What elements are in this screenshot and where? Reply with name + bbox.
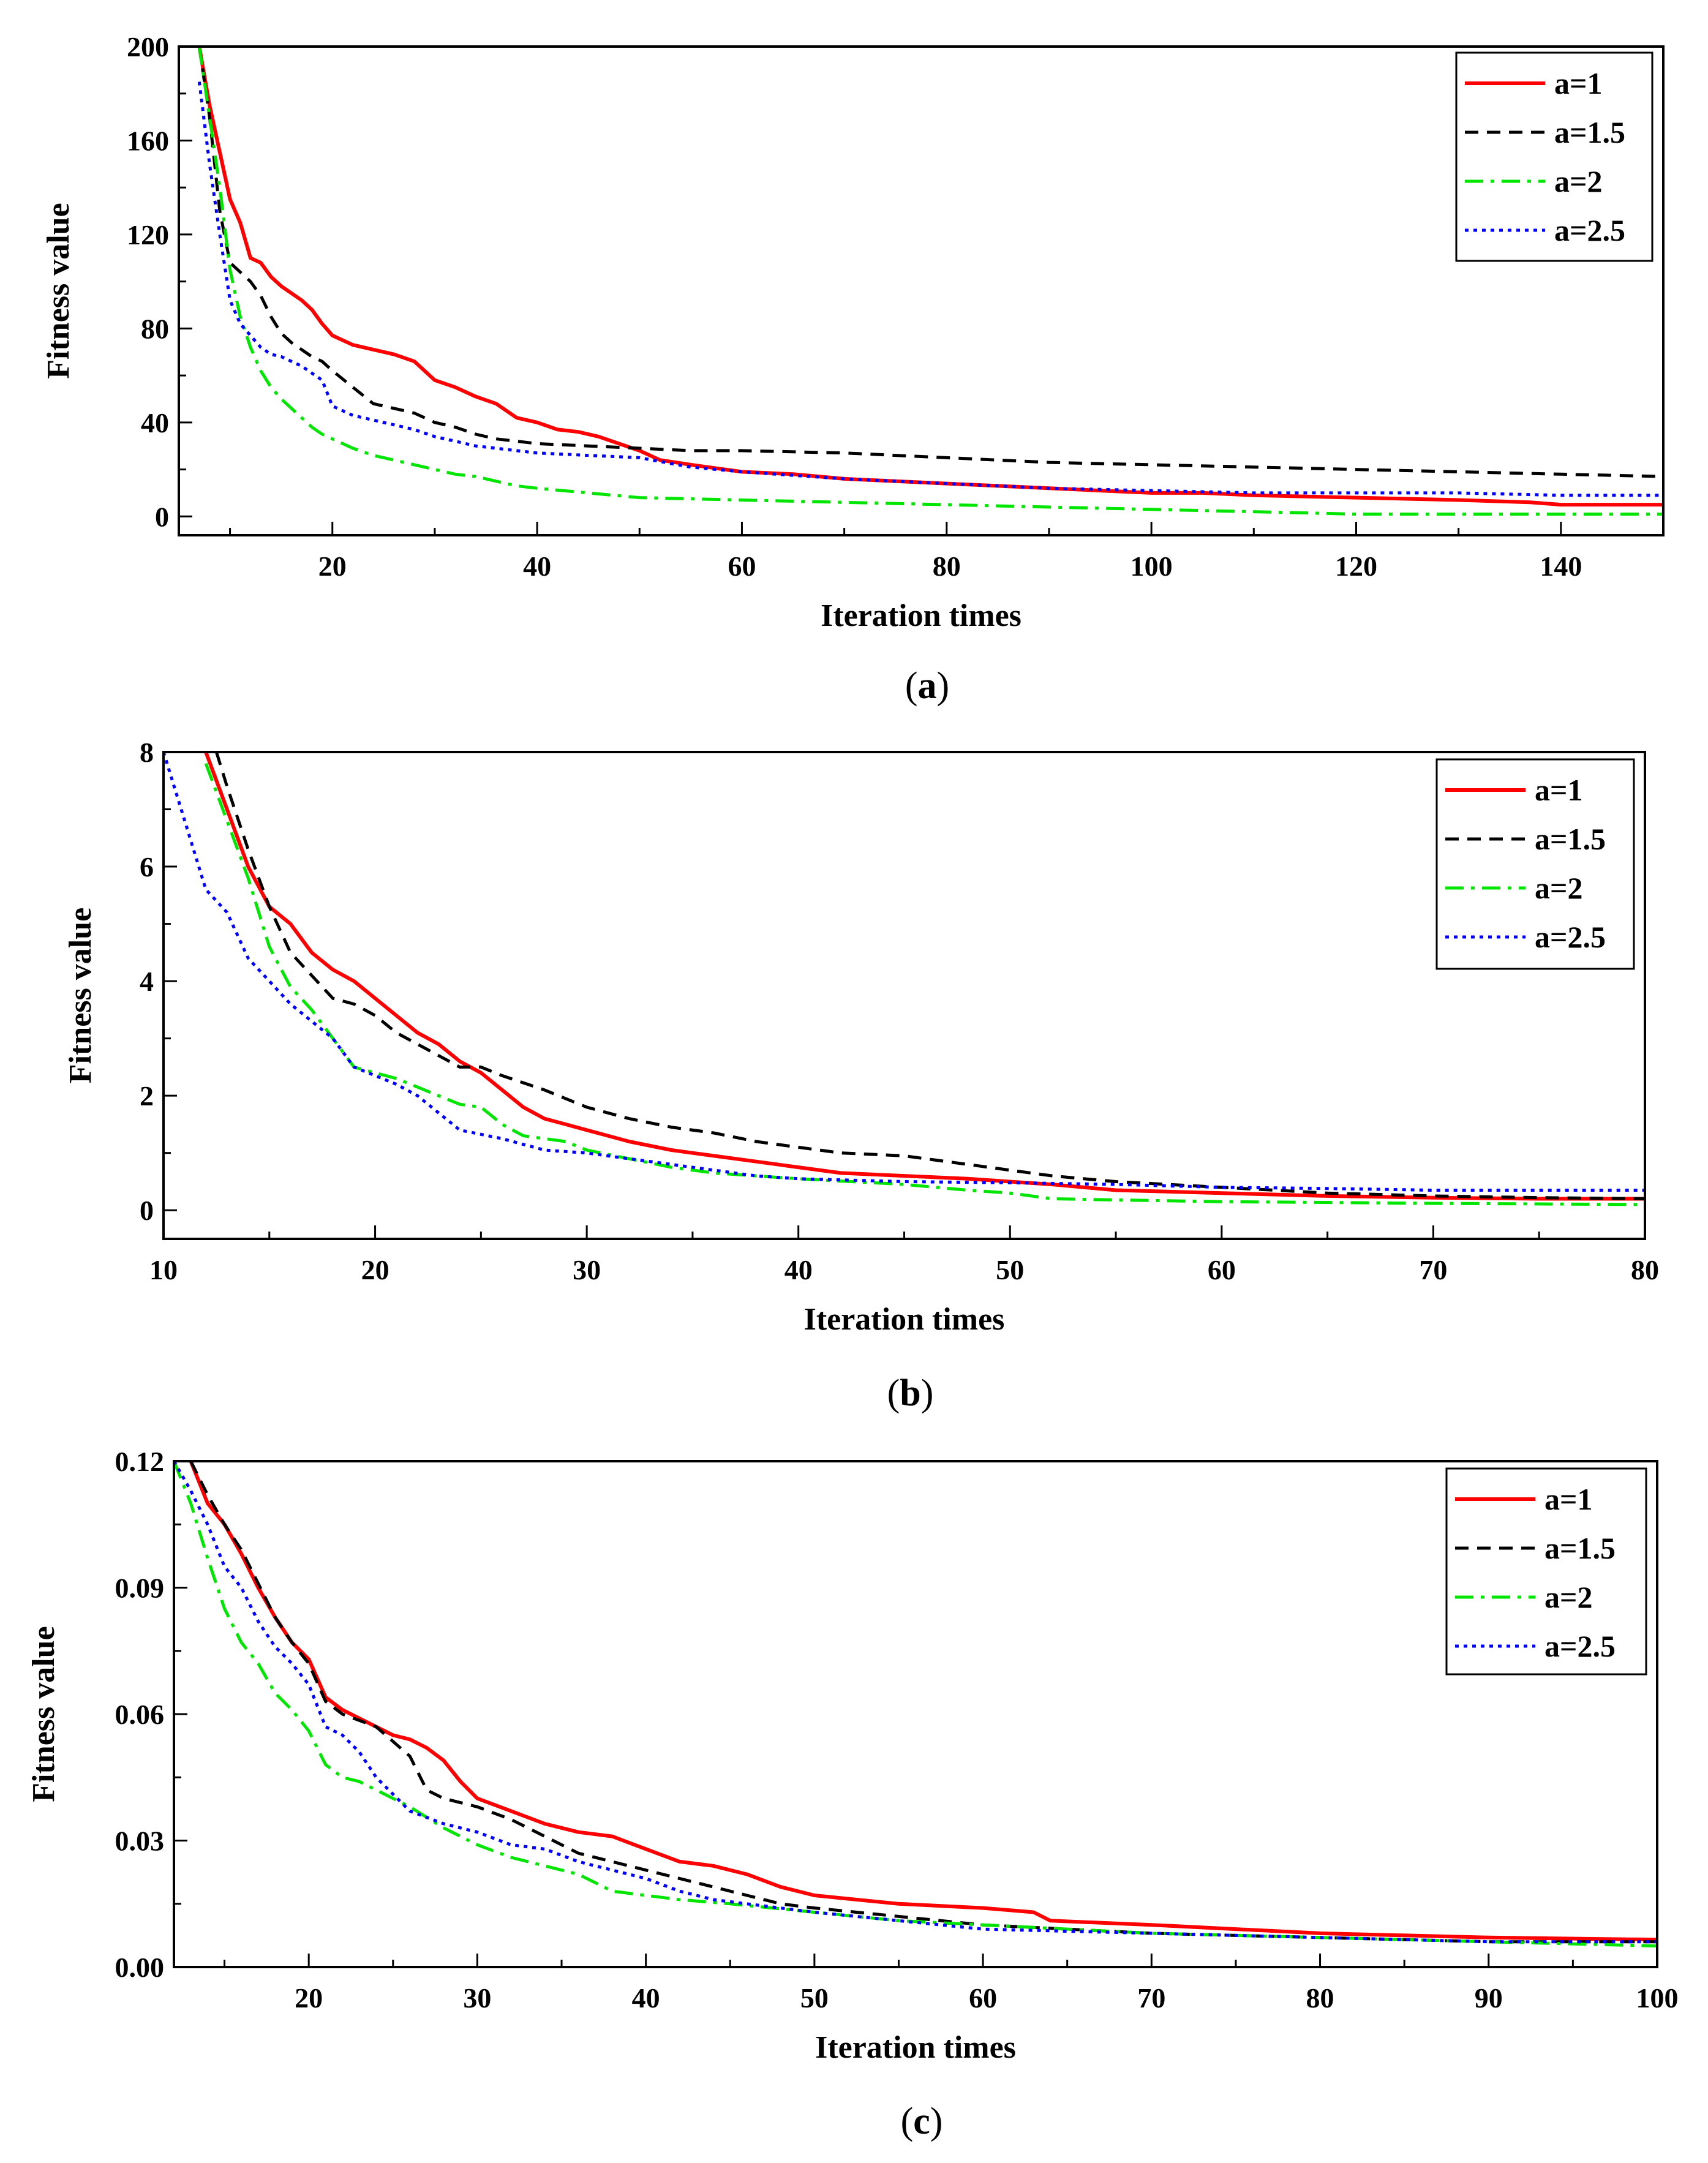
legend-label-4: a=2.5 bbox=[1535, 920, 1606, 954]
legend-label-1: a=1 bbox=[1544, 1482, 1593, 1516]
series-line-2 bbox=[189, 1461, 1657, 1944]
y-tick-label: 40 bbox=[141, 407, 169, 438]
x-tick-label: 30 bbox=[573, 1254, 601, 1285]
legend-label-4: a=2.5 bbox=[1544, 1629, 1616, 1663]
x-tick-label: 120 bbox=[1335, 551, 1377, 582]
x-tick-label: 40 bbox=[784, 1254, 813, 1285]
y-tick-label: 160 bbox=[127, 125, 169, 156]
y-axis-title: Fitness value bbox=[63, 908, 98, 1083]
y-tick-label: 200 bbox=[127, 31, 169, 62]
chart-panel-c: 20 30 40 50 60 70 80 90 100 0.00 0.03 0.06 0.09 0.12 I… bbox=[26, 1446, 1679, 2142]
series-line-4 bbox=[197, 81, 1663, 497]
legend-box bbox=[1455, 51, 1653, 262]
series-line-3 bbox=[204, 762, 1645, 1206]
y-tick-label: 120 bbox=[127, 219, 169, 250]
legend: a=1 a=1.5 a=2 a=2.5 bbox=[1445, 1467, 1647, 1676]
x-tick-label: 60 bbox=[1208, 1254, 1236, 1285]
y-tick-label: 0.09 bbox=[115, 1573, 165, 1604]
y-axis-title: Fitness value bbox=[41, 203, 76, 378]
x-tick-label: 100 bbox=[1131, 551, 1173, 582]
panel-caption: (c) bbox=[901, 2101, 943, 2142]
x-axis-title: Iteration times bbox=[821, 598, 1021, 633]
x-tick-label: 20 bbox=[295, 1982, 323, 2014]
series-line-3 bbox=[197, 47, 1663, 516]
x-tick-label: 60 bbox=[969, 1982, 997, 2014]
x-tick-label: 60 bbox=[728, 551, 756, 582]
y-axis-title: Fitness value bbox=[26, 1626, 61, 1802]
x-tick-label: 70 bbox=[1137, 1982, 1165, 2014]
x-tick-label: 80 bbox=[1631, 1254, 1659, 1285]
y-tick-label: 80 bbox=[141, 313, 169, 344]
series-line-4 bbox=[174, 1461, 1657, 1944]
plot-frame bbox=[162, 751, 1646, 1240]
plot-frame bbox=[178, 45, 1665, 536]
chart-panel-a: 20 40 60 80 100 120 140 0 40 80 120 160 200 Iteration… bbox=[41, 31, 1665, 707]
legend-label-1: a=1 bbox=[1554, 66, 1603, 100]
y-tick-label: 0.12 bbox=[115, 1446, 165, 1477]
legend: a=1 a=1.5 a=2 a=2.5 bbox=[1435, 758, 1635, 970]
legend-label-3: a=2 bbox=[1554, 164, 1603, 198]
y-tick-label: 0 bbox=[155, 501, 169, 532]
series-line-1 bbox=[197, 47, 1663, 507]
x-tick-label: 80 bbox=[1306, 1982, 1334, 2014]
legend-label-1: a=1 bbox=[1535, 773, 1583, 807]
series-line-4 bbox=[164, 752, 1645, 1192]
x-tick-label: 50 bbox=[800, 1982, 829, 2014]
x-axis-title: Iteration times bbox=[804, 1302, 1005, 1337]
y-tick-label: 8 bbox=[140, 737, 154, 768]
legend-label-2: a=1.5 bbox=[1535, 822, 1606, 856]
legend: a=1 a=1.5 a=2 a=2.5 bbox=[1455, 51, 1653, 262]
panel-caption: (b) bbox=[887, 1372, 934, 1414]
x-tick-label: 20 bbox=[361, 1254, 389, 1285]
x-axis-title: Iteration times bbox=[815, 2030, 1016, 2065]
y-tick-label: 2 bbox=[140, 1080, 154, 1112]
legend-label-2: a=1.5 bbox=[1544, 1531, 1616, 1565]
x-tick-label: 70 bbox=[1419, 1254, 1447, 1285]
legend-box bbox=[1445, 1467, 1647, 1676]
panel-caption: (a) bbox=[905, 665, 949, 707]
plot-frame bbox=[173, 1460, 1658, 1968]
x-tick-label: 10 bbox=[149, 1254, 178, 1285]
series-line-1 bbox=[204, 752, 1645, 1201]
plot-area bbox=[197, 47, 1663, 516]
series-line-2 bbox=[197, 47, 1663, 478]
y-tick-label: 0 bbox=[140, 1195, 154, 1226]
x-tick-label: 50 bbox=[996, 1254, 1024, 1285]
x-tick-label: 40 bbox=[632, 1982, 660, 2014]
series-line-1 bbox=[189, 1461, 1657, 1942]
plot-area bbox=[174, 1461, 1657, 1948]
series-line-2 bbox=[215, 752, 1645, 1200]
legend-label-3: a=2 bbox=[1544, 1580, 1593, 1614]
y-tick-label: 0.06 bbox=[115, 1699, 165, 1730]
x-tick-label: 80 bbox=[933, 551, 961, 582]
x-tick-label: 40 bbox=[523, 551, 551, 582]
x-tick-label: 90 bbox=[1475, 1982, 1503, 2014]
x-tick-label: 140 bbox=[1540, 551, 1582, 582]
x-tick-label: 20 bbox=[318, 551, 347, 582]
series-line-3 bbox=[174, 1461, 1657, 1948]
y-tick-label: 6 bbox=[140, 851, 154, 882]
y-tick-label: 0.03 bbox=[115, 1826, 165, 1857]
chart-panel-b: 10 20 30 40 50 60 70 80 0 2 4 6 8 Iteration times Fitn… bbox=[63, 737, 1659, 1414]
legend-label-2: a=1.5 bbox=[1554, 115, 1625, 149]
legend-label-3: a=2 bbox=[1535, 871, 1583, 905]
y-tick-label: 0.00 bbox=[115, 1952, 165, 1983]
legend-label-4: a=2.5 bbox=[1554, 213, 1625, 247]
legend-box bbox=[1435, 758, 1635, 970]
x-tick-label: 30 bbox=[463, 1982, 491, 2014]
y-tick-label: 4 bbox=[140, 966, 154, 997]
x-tick-label: 100 bbox=[1636, 1982, 1679, 2014]
plot-area bbox=[164, 752, 1645, 1206]
